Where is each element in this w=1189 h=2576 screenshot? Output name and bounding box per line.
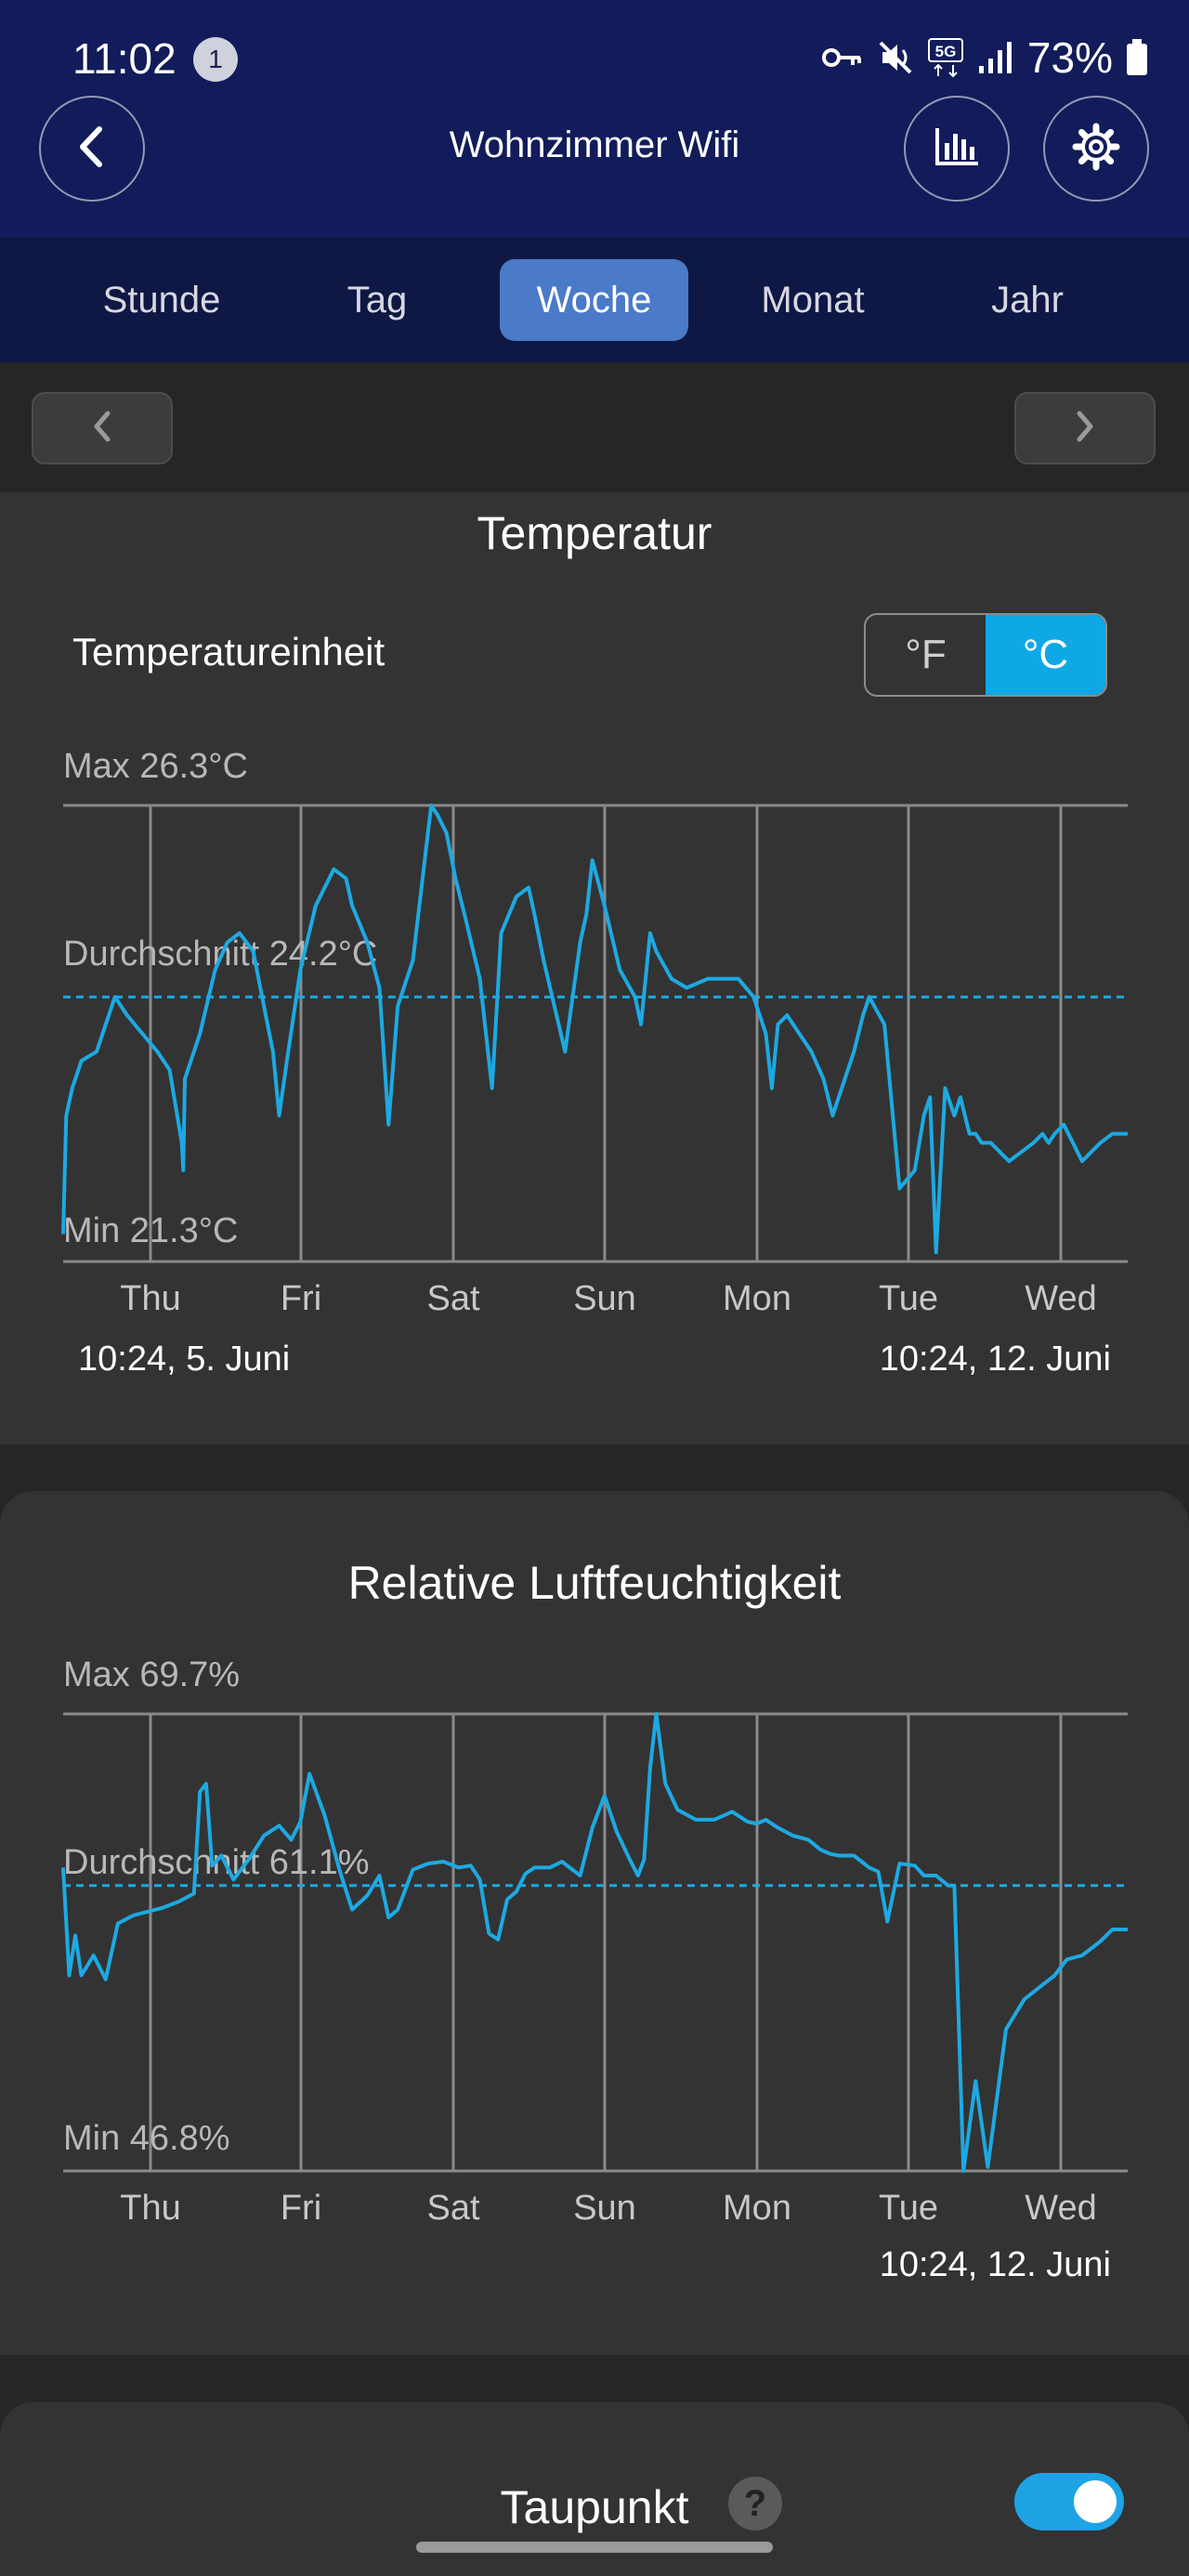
x-tick-label: Wed	[1025, 1279, 1096, 1318]
notification-badge: 1	[193, 37, 238, 82]
temperature-unit-label: Temperatureinheit	[72, 630, 385, 673]
tab-jahr[interactable]: Jahr	[991, 280, 1064, 320]
period-tabs: Stunde Tag Woche Monat Jahr	[0, 237, 1189, 362]
x-tick-label: Tue	[879, 1279, 938, 1318]
toggle-knob	[1074, 2480, 1117, 2523]
bar-chart-icon	[934, 126, 980, 172]
home-indicator	[416, 2542, 773, 2553]
gear-icon	[1070, 121, 1122, 177]
temperature-title: Temperatur	[477, 507, 712, 559]
x-tick-label: Sun	[573, 2189, 636, 2228]
tab-monat[interactable]: Monat	[761, 280, 865, 320]
humidity-title: Relative Luftfeuchtigkeit	[347, 1557, 842, 1609]
max-label: Max 26.3°C	[63, 747, 248, 786]
week-navigation	[0, 362, 1189, 492]
chevron-left-icon	[73, 124, 111, 175]
x-tick-label: Thu	[120, 2189, 180, 2228]
back-button[interactable]	[39, 96, 145, 202]
dewpoint-title: Taupunkt	[500, 2481, 689, 2533]
tab-woche[interactable]: Woche	[500, 259, 688, 341]
previous-week-button[interactable]	[32, 392, 173, 464]
x-tick-label: Sun	[573, 1279, 636, 1318]
unit-fahrenheit-option[interactable]: °F	[905, 632, 947, 677]
chevron-right-icon	[1074, 410, 1096, 448]
svg-text:5G: 5G	[935, 43, 957, 60]
x-tick-label: Fri	[281, 2189, 321, 2228]
temperature-unit-toggle: °F °C	[864, 613, 1107, 697]
series-line	[61, 1712, 1128, 2173]
x-tick-label: Thu	[120, 1279, 180, 1318]
status-time: 11:02	[72, 34, 176, 83]
x-tick-label: Mon	[723, 1279, 791, 1318]
battery-percent: 73%	[1026, 33, 1113, 82]
next-week-button[interactable]	[1014, 392, 1156, 464]
settings-button[interactable]	[1043, 96, 1149, 202]
dewpoint-toggle[interactable]	[1014, 2473, 1124, 2530]
page-title: Wohnzimmer Wifi	[449, 124, 740, 165]
signal-icon	[977, 40, 1014, 75]
chevron-left-icon	[91, 410, 113, 448]
x-tick-label: Tue	[879, 2189, 938, 2228]
x-tick-label: Sat	[426, 1279, 479, 1318]
range-end-label: 10:24, 12. Juni	[879, 2245, 1111, 2284]
x-tick-label: Sat	[426, 2189, 479, 2228]
vpn-key-icon	[821, 45, 864, 71]
min-label: Min 46.8%	[63, 2119, 230, 2158]
network-5g-icon: 5G	[927, 37, 964, 78]
range-end-label: 10:24, 12. Juni	[879, 1340, 1111, 1379]
tab-stunde[interactable]: Stunde	[102, 280, 221, 320]
app-header: Wohnzimmer Wifi	[0, 93, 1189, 237]
help-icon[interactable]: ?	[728, 2477, 782, 2530]
status-icons: 5G 73%	[821, 28, 1148, 87]
x-tick-label: Mon	[723, 2189, 791, 2228]
tab-tag[interactable]: Tag	[346, 280, 408, 320]
mute-icon	[877, 39, 914, 76]
series-line	[61, 804, 1128, 1255]
humidity-card: Relative Luftfeuchtigkeit Thu Fri Sat Sun Mo…	[0, 1491, 1189, 2355]
temperature-card: Temperatur Temperatureinheit °F °C Thu Fr…	[0, 492, 1189, 1445]
max-label: Max 69.7%	[63, 1655, 240, 1694]
battery-icon	[1126, 39, 1148, 76]
range-start-label: 10:24, 5. Juni	[78, 1340, 291, 1379]
unit-celsius-option[interactable]: °C	[986, 615, 1105, 695]
min-label: Min 21.3°C	[63, 1211, 238, 1250]
x-tick-label: Wed	[1025, 2189, 1096, 2228]
x-tick-label: Fri	[281, 1279, 321, 1318]
statistics-button[interactable]	[904, 96, 1010, 202]
